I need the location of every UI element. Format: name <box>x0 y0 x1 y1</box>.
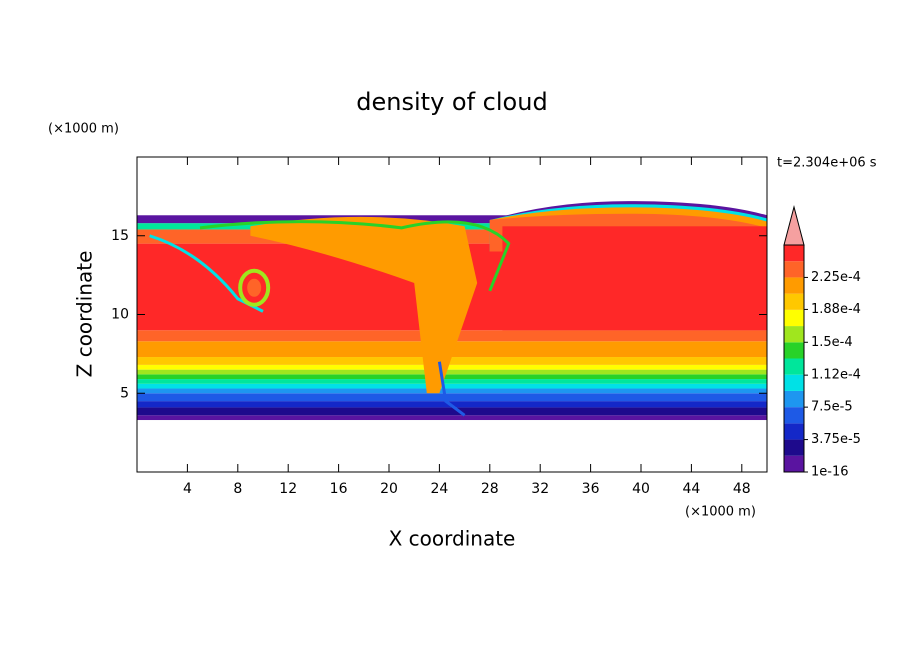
x-tick-label: 48 <box>733 481 751 497</box>
contour-band <box>149 234 264 313</box>
colorbar-label: 7.5e-5 <box>811 400 853 415</box>
colorbar-swatch <box>784 293 804 310</box>
colorbar-swatch <box>784 390 804 408</box>
contour-band <box>137 388 767 394</box>
x-tick-label: 24 <box>430 481 448 497</box>
colorbar-swatch <box>784 358 804 375</box>
x-tick-label: 32 <box>531 481 549 497</box>
contour-band <box>137 393 767 402</box>
colorbar-swatch <box>784 326 804 343</box>
colorbar-swatch <box>784 407 804 424</box>
contour-band <box>238 268 271 307</box>
contour-band <box>137 379 767 384</box>
contour-band <box>137 415 767 421</box>
contour-band <box>137 369 767 375</box>
contour-band <box>502 226 767 331</box>
contour-band <box>247 278 262 297</box>
contour-band <box>437 361 466 417</box>
colorbar-label: 1e-16 <box>811 465 849 480</box>
colorbar-swatch <box>784 342 804 359</box>
x-tick-label: 28 <box>481 481 499 497</box>
time-annotation: t=2.304e+06 s <box>777 156 877 171</box>
colorbar-swatch <box>784 374 804 391</box>
contour-band <box>137 383 767 389</box>
x-tick-label: 40 <box>632 481 650 497</box>
x-tick-label: 4 <box>183 481 192 497</box>
contour-band <box>137 374 767 380</box>
colorbar-label: 1.88e-4 <box>811 302 861 317</box>
colorbar-swatch <box>784 277 804 294</box>
contour-band <box>137 407 767 416</box>
colorbar-swatch <box>784 439 804 456</box>
chart-title: density of cloud <box>356 88 547 116</box>
x-axis-label: X coordinate <box>389 527 516 551</box>
y-tick-label: 5 <box>120 385 129 401</box>
contour-band <box>137 364 767 370</box>
contour-band <box>199 220 511 292</box>
colorbar-label: 1.12e-4 <box>811 368 861 383</box>
y-axis-label: Z coordinate <box>73 251 97 378</box>
x-tick-label: 8 <box>233 481 242 497</box>
colorbar-swatch <box>784 261 804 278</box>
colorbar-label: 1.5e-4 <box>811 335 853 350</box>
contour-band <box>137 215 767 224</box>
contour-field <box>137 201 767 421</box>
colorbar-swatch <box>784 309 804 327</box>
colorbar-swatch <box>784 455 804 472</box>
y-unit: (×1000 m) <box>48 122 119 137</box>
contour-band <box>250 216 478 394</box>
x-tick-label: 12 <box>279 481 297 497</box>
x-unit: (×1000 m) <box>685 505 756 520</box>
colorbar-swatch <box>784 245 804 262</box>
y-tick-label: 15 <box>111 228 129 244</box>
x-tick-label: 16 <box>330 481 348 497</box>
colorbar-swatch <box>784 423 804 440</box>
colorbar-frame <box>783 244 805 473</box>
x-tick-label: 36 <box>582 481 600 497</box>
colorbar-label: 2.25e-4 <box>811 270 861 285</box>
x-tick-label: 20 <box>380 481 398 497</box>
colorbar-extend <box>783 205 805 246</box>
y-tick-label: 10 <box>111 307 129 323</box>
colorbar-label: 3.75e-5 <box>811 432 861 447</box>
contour-band <box>137 357 767 365</box>
x-tick-label: 44 <box>682 481 700 497</box>
